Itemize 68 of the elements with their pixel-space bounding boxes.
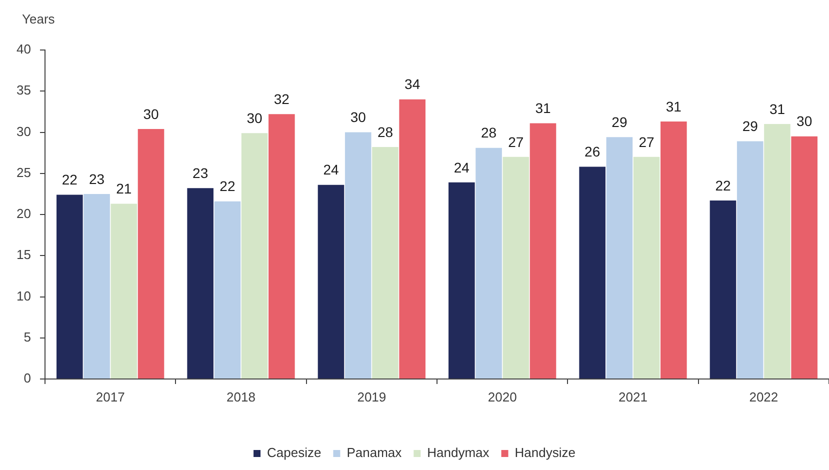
y-tick-label: 10: [16, 288, 31, 304]
x-tick-label: 2019: [357, 389, 386, 404]
bar: [448, 182, 475, 378]
bar: [399, 99, 426, 378]
data-label: 30: [350, 109, 366, 126]
bar: [268, 114, 295, 378]
bar: [318, 184, 344, 378]
data-label: 30: [246, 110, 263, 126]
data-label: 28: [377, 124, 394, 140]
bar: [530, 123, 556, 378]
bar: [187, 188, 214, 378]
data-label: 27: [638, 134, 655, 150]
data-label: 27: [508, 134, 524, 150]
data-label: 31: [666, 98, 682, 114]
y-tick-label: 20: [16, 206, 31, 222]
legend-label: Handymax: [427, 445, 490, 460]
bar: [56, 194, 83, 378]
y-axis-title: Years: [22, 12, 56, 27]
data-label: 31: [769, 100, 786, 117]
x-tick-label: 2020: [488, 389, 517, 404]
data-label: 31: [535, 100, 551, 116]
bar: [84, 194, 110, 378]
bar: [579, 166, 606, 378]
data-label: 28: [480, 124, 497, 141]
bar: [214, 201, 241, 378]
y-tick-label: 30: [16, 124, 31, 139]
bar: [764, 124, 790, 378]
bar: [736, 141, 764, 378]
bar: [710, 200, 736, 378]
x-tick-label: 2017: [96, 389, 125, 404]
bar: [606, 137, 633, 378]
data-label: 24: [323, 162, 339, 178]
y-tick-label: 25: [16, 164, 31, 180]
data-label: 23: [88, 170, 105, 187]
bar: [110, 204, 138, 378]
y-tick-label: 40: [16, 42, 31, 57]
data-label: 30: [796, 113, 812, 130]
bar: [241, 133, 268, 378]
bar: [344, 132, 372, 378]
data-label: 32: [274, 91, 290, 108]
bar: [660, 122, 687, 378]
bar: [502, 156, 530, 378]
x-tick-label: 2021: [618, 389, 648, 404]
legend-label: Panamax: [346, 445, 402, 460]
data-label: 22: [62, 172, 78, 188]
y-tick-label: 0: [24, 370, 31, 386]
data-label: 30: [143, 106, 159, 122]
data-label: 21: [116, 180, 132, 197]
data-label: 24: [454, 159, 470, 176]
data-label: 34: [404, 76, 420, 92]
bar: [138, 128, 164, 378]
y-tick-label: 35: [16, 82, 31, 98]
bar: [633, 156, 660, 378]
bar: [372, 147, 398, 378]
data-label: 23: [192, 165, 208, 182]
data-label: 22: [220, 178, 236, 194]
x-tick-label: 2018: [226, 389, 256, 404]
legend-label: Capesize: [267, 445, 322, 460]
data-label: 29: [742, 118, 758, 134]
bar: [476, 148, 502, 378]
y-tick-label: 15: [16, 247, 31, 262]
x-tick-label: 2022: [749, 389, 778, 404]
data-label: 29: [612, 114, 628, 130]
data-label: 22: [715, 177, 731, 194]
y-tick-label: 5: [24, 329, 31, 344]
data-label: 26: [584, 144, 600, 160]
bar: [791, 136, 818, 378]
legend-label: Handysize: [514, 445, 576, 460]
